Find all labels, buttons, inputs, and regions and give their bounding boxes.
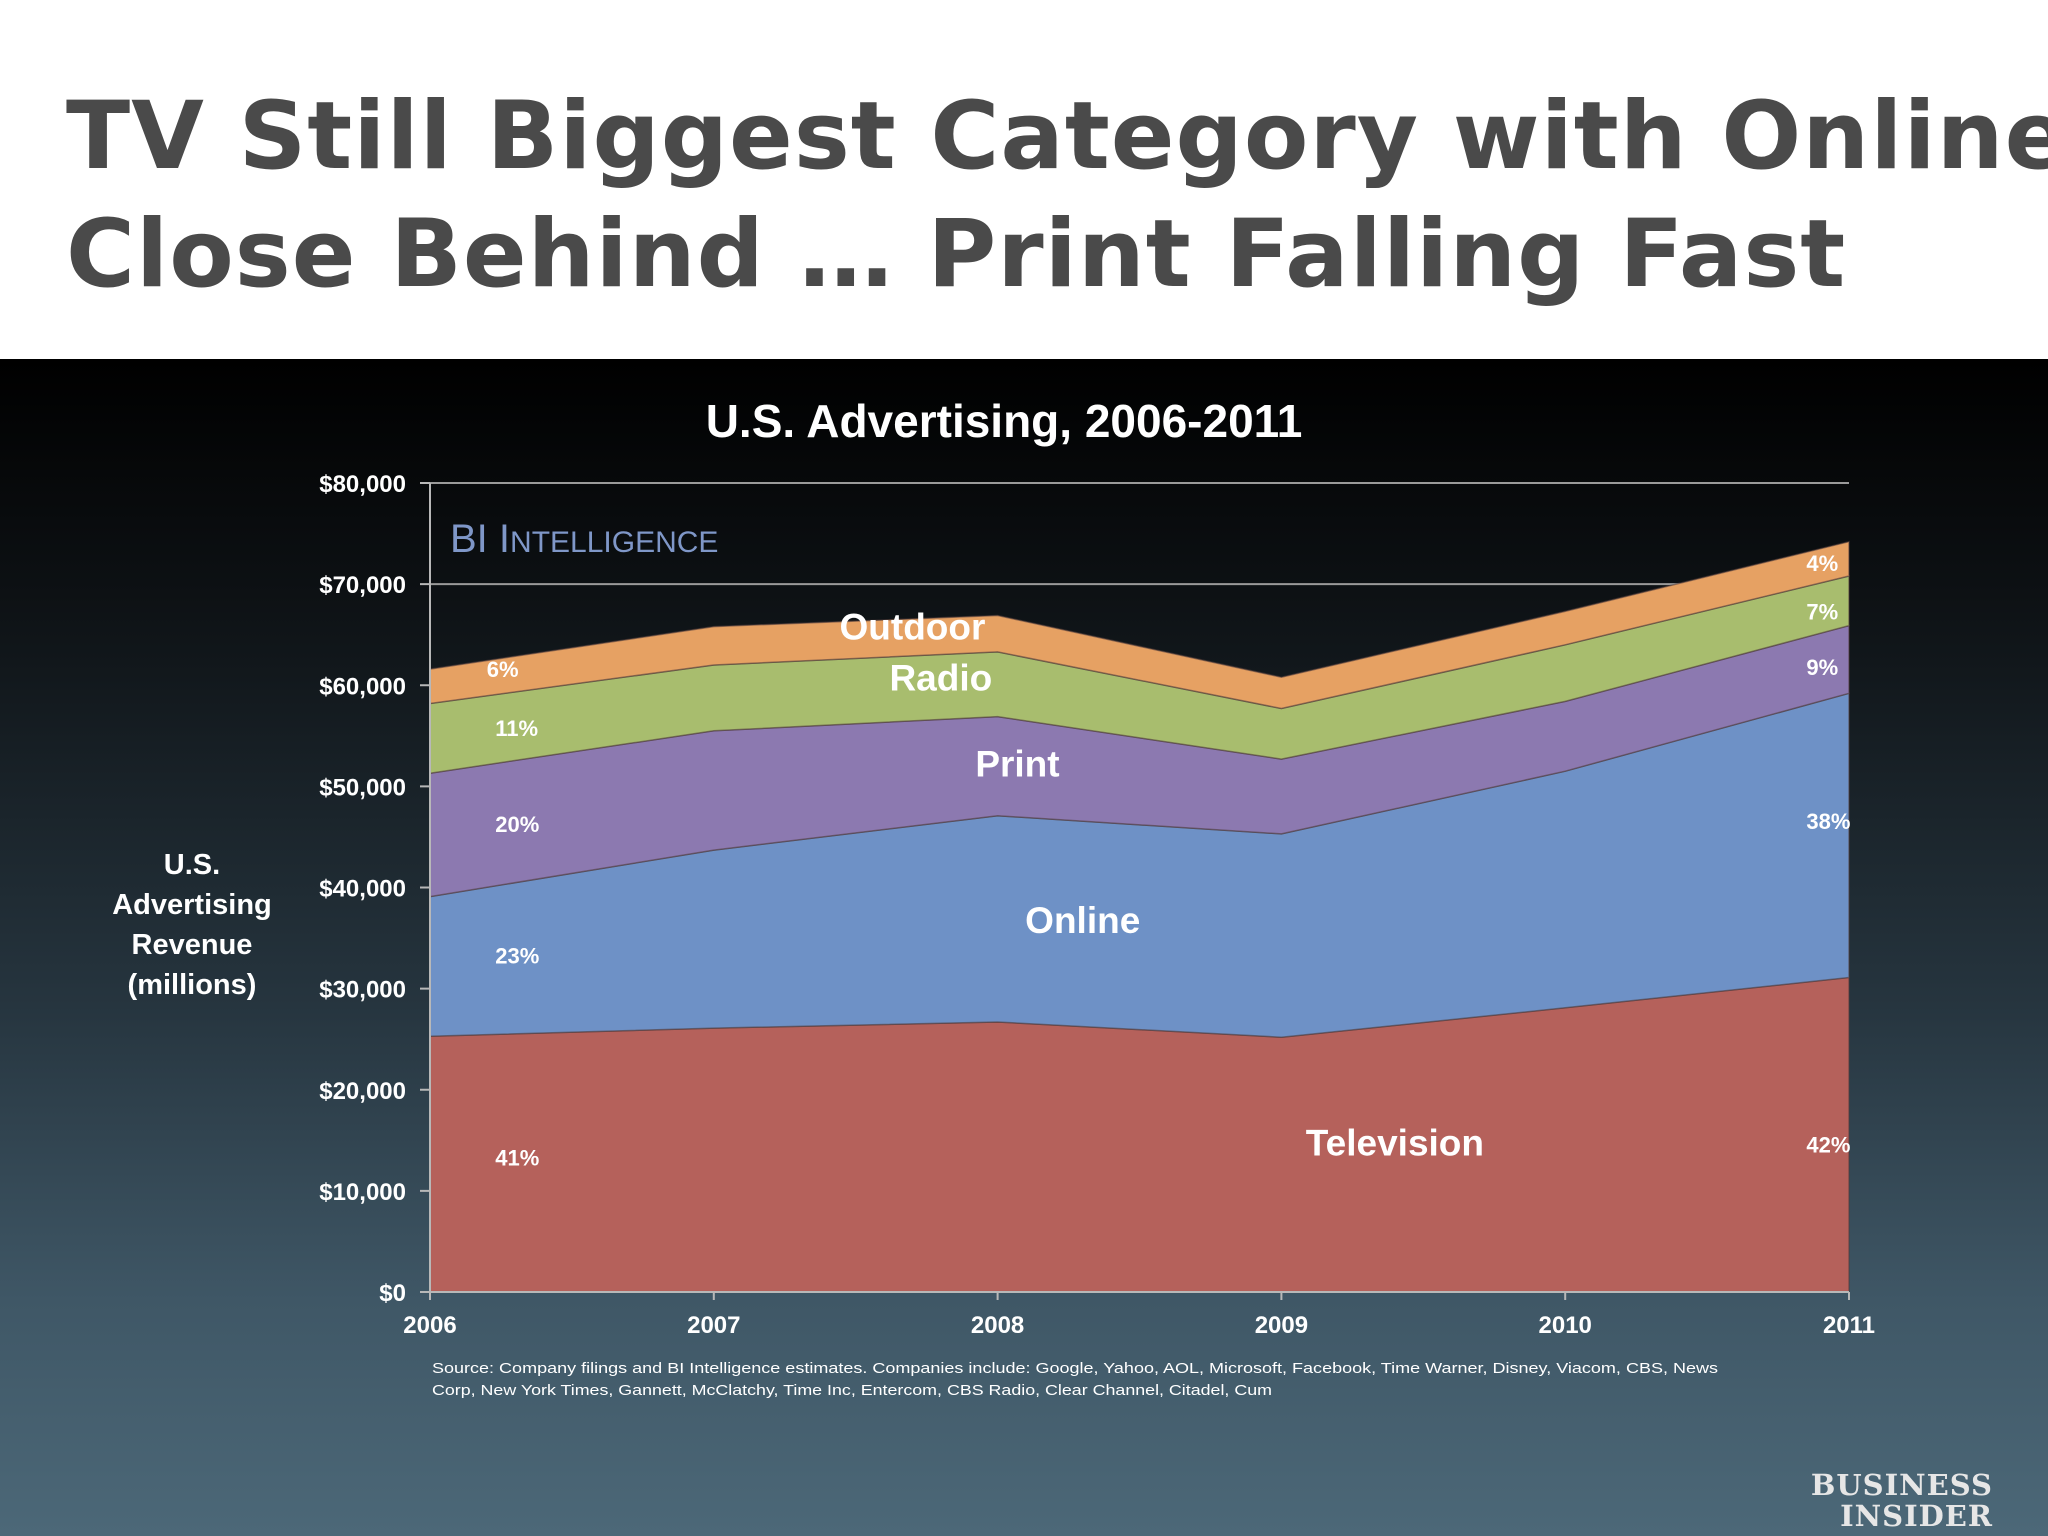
y-tick-label: $70,000 xyxy=(319,572,406,599)
series-label: Print xyxy=(975,743,1059,784)
y-tick-label: $50,000 xyxy=(319,774,406,801)
percent-annotation: 20% xyxy=(495,812,539,837)
slide-title-line-2: Close Behind … Print Falling Fast xyxy=(66,200,1847,309)
y-tick-label: $80,000 xyxy=(319,471,406,498)
percent-annotation: 23% xyxy=(495,943,539,968)
x-tick-label: 2008 xyxy=(971,1312,1024,1339)
bi-intelligence-watermark: BI INTELLIGENCE xyxy=(450,517,718,561)
percent-annotation: 38% xyxy=(1806,809,1850,834)
watermark-rest: NTELLIGENCE xyxy=(510,526,718,559)
y-axis-title: U.S. Advertising Revenue (millions) xyxy=(112,849,272,1001)
x-tick-label: 2011 xyxy=(1823,1312,1875,1339)
chart-panel: U.S. Advertising, 2006-2011 $0 $10,000 $20… xyxy=(0,359,2048,1536)
chart-title: U.S. Advertising, 2006-2011 xyxy=(706,395,1303,447)
slide-title-line-1: TV Still Biggest Category with Online xyxy=(66,82,2048,191)
y-axis-title-line: U.S. xyxy=(164,849,220,881)
y-tick-label: $20,000 xyxy=(319,1078,406,1105)
y-tick-label: $30,000 xyxy=(319,977,406,1004)
y-axis-title-line: Advertising xyxy=(112,889,272,921)
watermark-bi: BI xyxy=(450,517,499,561)
y-tick-label: $60,000 xyxy=(319,673,406,700)
logo-word: BUSINESS xyxy=(1811,1468,1993,1502)
gridlines xyxy=(430,482,1849,586)
y-axis-title-line: (millions) xyxy=(128,969,257,1001)
series-labels: Television Online Print Radio Outdoor xyxy=(840,607,1485,1164)
source-line: Source: Company filings and BI Intellige… xyxy=(432,1360,1718,1377)
series-label: Online xyxy=(1025,900,1140,941)
area-outdoor xyxy=(429,540,1850,710)
series-label: Television xyxy=(1306,1122,1484,1163)
series-label: Outdoor xyxy=(840,607,986,648)
percent-annotation: 4% xyxy=(1806,551,1838,576)
axes: $0 $10,000 $20,000 $30,000 $40,000 $50,000 $60… xyxy=(319,471,1875,1339)
x-tick-label: 2009 xyxy=(1255,1312,1308,1339)
y-tick-label: $10,000 xyxy=(319,1179,406,1206)
series-label: Radio xyxy=(889,657,992,698)
area-chart: U.S. Advertising, 2006-2011 $0 $10,000 $20… xyxy=(112,395,1993,1533)
source-line: Corp, New York Times, Gannett, McClatchy… xyxy=(432,1382,1272,1399)
percent-annotation: 7% xyxy=(1806,600,1838,625)
y-tick-label: $40,000 xyxy=(319,876,406,903)
watermark-text: BI INTELLIGENCE xyxy=(450,517,718,561)
slide-title: TV Still Biggest Category with Online Cl… xyxy=(66,78,2048,314)
percent-annotations: 41% 23% 20% 11% 6% 42% 38% 9% 7% 4% xyxy=(487,551,1851,1171)
y-tick-label: $0 xyxy=(379,1280,406,1307)
x-tick-label: 2007 xyxy=(687,1312,740,1339)
watermark-initial: I xyxy=(499,517,510,561)
percent-annotation: 9% xyxy=(1806,655,1838,680)
x-tick-label: 2006 xyxy=(403,1312,456,1339)
percent-annotation: 41% xyxy=(495,1146,539,1171)
percent-annotation: 42% xyxy=(1806,1132,1850,1157)
y-axis-title-line: Revenue xyxy=(132,929,253,961)
source-note: Source: Company filings and BI Intellige… xyxy=(432,1360,1718,1399)
x-tick-label: 2010 xyxy=(1539,1312,1592,1339)
percent-annotation: 11% xyxy=(495,716,538,741)
percent-annotation: 6% xyxy=(487,657,519,682)
logo-word: INSIDER xyxy=(1840,1499,1993,1533)
stacked-areas xyxy=(429,540,1850,1293)
